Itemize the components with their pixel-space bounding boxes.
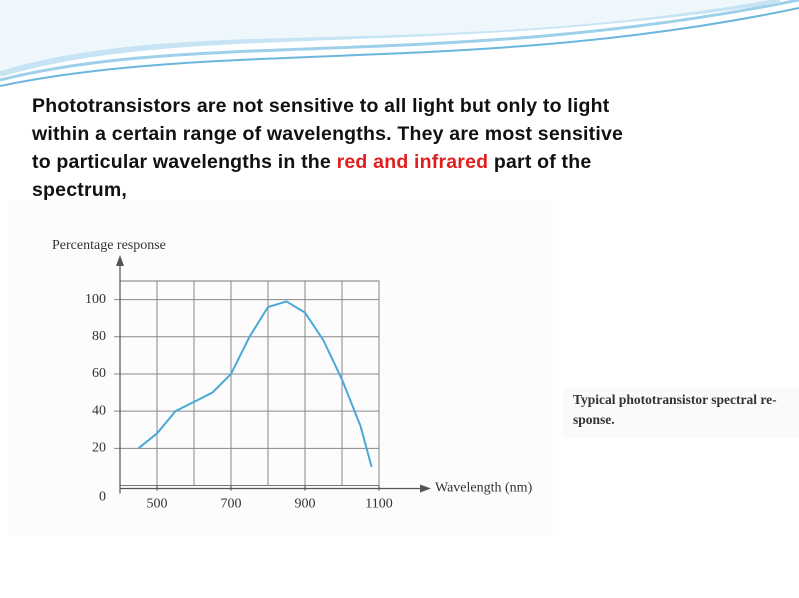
x-axis-arrow — [420, 484, 431, 493]
y-tick-label: 0 — [99, 490, 106, 505]
y-axis-label: Percentage response — [52, 238, 166, 253]
y-axis-arrow — [116, 255, 124, 266]
y-tick-label: 100 — [85, 292, 106, 307]
text: spectrum, — [32, 179, 127, 201]
text: to particular wavelengths in the — [32, 151, 331, 173]
y-tick-label: 60 — [92, 366, 106, 381]
x-tick-label: 700 — [221, 497, 242, 512]
caption-line: sponse. — [573, 412, 615, 427]
x-axis-label: Wavelength (nm) — [435, 481, 533, 496]
y-tick-label: 80 — [92, 329, 106, 344]
header-decoration — [0, 0, 799, 87]
x-tick-label: 500 — [147, 497, 168, 512]
text: part of the — [493, 151, 592, 173]
text: within a certain range of wavelengths. T… — [32, 123, 624, 145]
highlight: red and infrared — [336, 151, 489, 173]
y-tick-label: 20 — [92, 441, 106, 456]
x-tick-label: 900 — [295, 497, 316, 512]
line-series — [137, 300, 373, 468]
y-tick-label: 40 — [92, 403, 106, 418]
caption-line: Typical phototransistor spectral re- — [573, 392, 777, 407]
caption: Typical phototransistor spectral re-spon… — [563, 388, 799, 438]
x-tick-label: 1100 — [365, 497, 392, 512]
chart: 0 20 40 60 80 100 500 700 900 1100 Percentage resp… — [8, 200, 553, 535]
paragraph: Phototransistors are not sensitive to al… — [32, 92, 792, 204]
text: Phototransistors are not sensitive to al… — [32, 95, 610, 117]
